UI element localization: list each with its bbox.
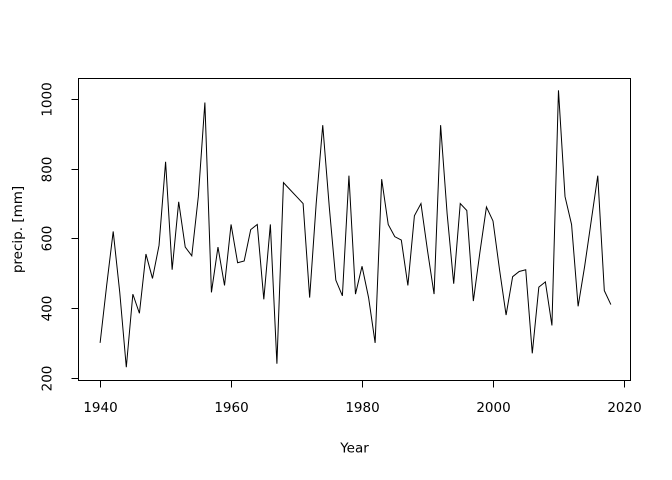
x-tick-label: 1960 — [214, 400, 248, 416]
y-tick-label: 1000 — [40, 82, 56, 116]
y-tick-label: 800 — [40, 157, 56, 183]
x-tick-label: 1940 — [83, 400, 117, 416]
x-tick-label: 2000 — [476, 400, 510, 416]
y-axis-label: precip. [mm] — [10, 186, 26, 273]
precipitation-data-line — [99, 90, 612, 368]
plot-box — [78, 78, 631, 381]
x-tick-label: 2020 — [607, 400, 641, 416]
y-tick-label: 600 — [40, 226, 56, 252]
x-axis-label: Year — [339, 441, 369, 457]
y-tick-label: 200 — [40, 366, 56, 392]
x-tick-label: 1980 — [345, 400, 379, 416]
plot-layer: 1940 1960 1980 2000 2020 200 400 600 800 1000 — [40, 78, 642, 416]
y-tick-label: 400 — [40, 296, 56, 322]
